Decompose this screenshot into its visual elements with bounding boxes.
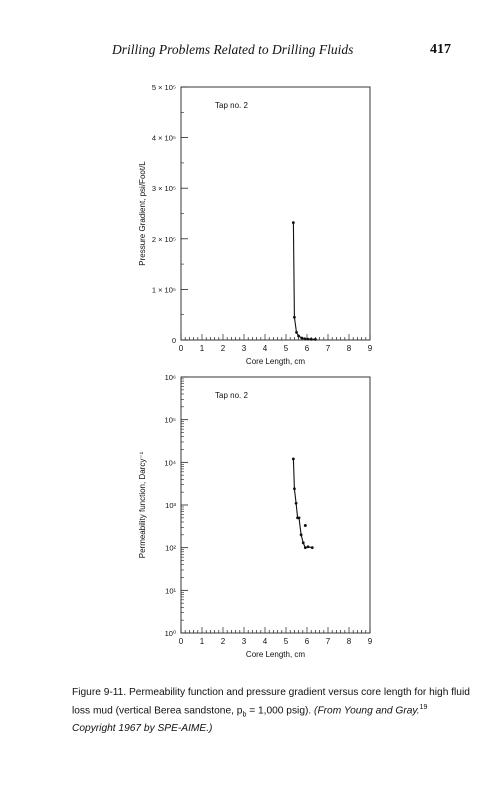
y-tick-label: 10⁶ bbox=[165, 373, 176, 382]
x-tick-label: 8 bbox=[347, 344, 352, 353]
x-axis-label: Core Length, cm bbox=[246, 650, 305, 659]
data-point bbox=[300, 336, 304, 340]
data-point bbox=[293, 487, 296, 491]
x-tick-label: 2 bbox=[221, 637, 226, 646]
x-tick-label: 3 bbox=[242, 637, 247, 646]
data-point bbox=[306, 545, 310, 549]
caption-subscript: b bbox=[242, 710, 247, 718]
y-axis-label: Pressure Gradient, psi/Foot/L bbox=[138, 161, 147, 266]
caption-superscript: 19 bbox=[419, 703, 428, 711]
x-tick-label: 9 bbox=[368, 344, 373, 353]
y-tick-label: 10² bbox=[165, 544, 176, 553]
data-point bbox=[293, 315, 296, 319]
tap-annotation: Tap no. 2 bbox=[215, 391, 248, 400]
data-point bbox=[297, 334, 300, 338]
y-tick-label: 1 × 10⁵ bbox=[152, 285, 176, 294]
plot-frame bbox=[180, 86, 371, 341]
x-tick-label: 8 bbox=[347, 637, 352, 646]
x-tick-label: 6 bbox=[305, 344, 310, 353]
y-tick-label: 10³ bbox=[165, 501, 176, 510]
series-line bbox=[292, 222, 316, 340]
permeability-function-chart: 0 1 2 3 4 5 6 7 8 9 10⁰ 10¹ 10² 10³ 10⁴ 10⁵ 10⁶ Core Leng… bbox=[138, 373, 373, 659]
x-tick-label: 5 bbox=[284, 344, 289, 353]
data-point bbox=[294, 501, 298, 505]
caption-cite-b: Copyright 1967 by SPE-AIME.) bbox=[72, 723, 213, 735]
pressure-gradient-chart: 0 1 2 3 4 5 6 7 8 9 0 1 × 10⁵ 2 × 10⁵ 3 × 10⁵ 4 × 10⁵ 5… bbox=[138, 83, 373, 366]
caption-middle: = 1,000 psig). bbox=[246, 704, 315, 716]
x-axis-label: Core Length, cm bbox=[246, 357, 305, 366]
data-point bbox=[301, 541, 305, 545]
y-tick-label: 4 × 10⁵ bbox=[152, 134, 176, 143]
caption-lead: Figure 9-11. Permeability function and p… bbox=[72, 687, 470, 716]
data-point bbox=[310, 546, 314, 550]
tap-annotation: Tap no. 2 bbox=[215, 101, 248, 110]
data-point bbox=[291, 221, 295, 225]
x-tick-label: 1 bbox=[200, 344, 205, 353]
x-tick-label: 7 bbox=[326, 637, 331, 646]
data-point bbox=[314, 337, 317, 341]
x-tick-label: 4 bbox=[263, 637, 268, 646]
x-tick-label: 9 bbox=[368, 637, 373, 646]
data-point bbox=[303, 546, 307, 550]
data-point bbox=[297, 516, 301, 520]
y-tick-label: 10⁴ bbox=[164, 458, 176, 467]
page-number: 417 bbox=[430, 42, 451, 57]
y-tick-label: 0 bbox=[172, 336, 176, 345]
y-axis-label: Permeability function, Darcy⁻¹ bbox=[138, 451, 147, 558]
x-tick-label: 4 bbox=[263, 344, 268, 353]
data-point bbox=[309, 337, 313, 341]
x-tick-label: 7 bbox=[326, 344, 331, 353]
x-tick-label: 1 bbox=[200, 637, 205, 646]
x-tick-label: 0 bbox=[179, 637, 184, 646]
x-tick-label: 2 bbox=[221, 344, 226, 353]
data-point bbox=[303, 337, 307, 341]
y-tick-label: 3 × 10⁵ bbox=[152, 184, 176, 193]
figure-caption: Figure 9-11. Permeability function and p… bbox=[72, 686, 472, 737]
y-tick-label: 2 × 10⁵ bbox=[152, 235, 176, 244]
running-title: Drilling Problems Related to Drilling Fl… bbox=[112, 42, 354, 57]
y-tick-label: 10⁵ bbox=[165, 416, 176, 425]
plot-frame bbox=[180, 376, 371, 634]
y-tick-label: 10⁰ bbox=[165, 629, 176, 638]
data-point bbox=[306, 337, 310, 341]
x-tick-label: 6 bbox=[305, 637, 310, 646]
x-tick-label: 5 bbox=[284, 637, 289, 646]
data-point bbox=[291, 457, 295, 461]
caption-cite-a: (From Young and Gray. bbox=[314, 704, 420, 716]
outlier-point bbox=[303, 524, 307, 528]
running-head: Drilling Problems Related to Drilling Fl… bbox=[0, 42, 503, 62]
data-point bbox=[299, 533, 303, 537]
x-tick-label: 0 bbox=[179, 344, 184, 353]
x-tick-label: 3 bbox=[242, 344, 247, 353]
y-tick-label: 5 × 10⁵ bbox=[152, 83, 176, 92]
y-tick-label: 10¹ bbox=[165, 586, 176, 595]
data-point bbox=[295, 331, 298, 334]
